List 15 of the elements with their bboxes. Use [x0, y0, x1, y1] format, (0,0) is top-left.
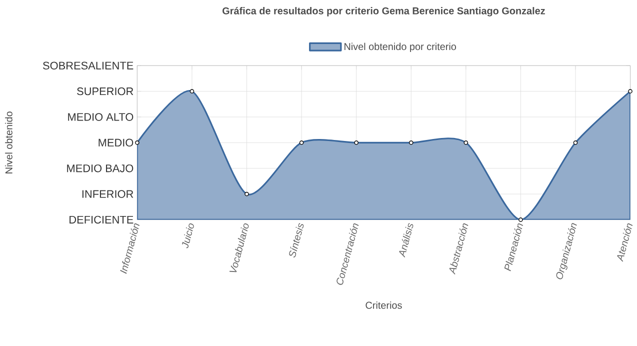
text: MEDIO BAJO — [67, 164, 134, 172]
text: Nivel obtenido — [5, 112, 12, 174]
text: MEDIO ALTO — [68, 113, 134, 121]
text: MEDIO — [98, 138, 134, 147]
x-tick-label: Análisis — [399, 223, 414, 258]
text: INFERIOR — [82, 190, 134, 198]
chart-title: Gráfica de resultados por criterio Gema Berenice Santiago Gonzalez — [222, 6, 545, 16]
text: DEFICIENTE — [70, 216, 134, 224]
x-tick-label: Atención — [617, 223, 633, 262]
legend-label: Nivel obtenido por criterio — [344, 42, 456, 52]
text: SOBRESALIENTE — [43, 62, 134, 70]
x-tick-label: Síntesis — [289, 223, 304, 258]
text: SUPERIOR — [77, 87, 134, 96]
x-axis-title: Criterios — [366, 302, 402, 309]
x-tick-label: Juicio — [182, 223, 194, 248]
